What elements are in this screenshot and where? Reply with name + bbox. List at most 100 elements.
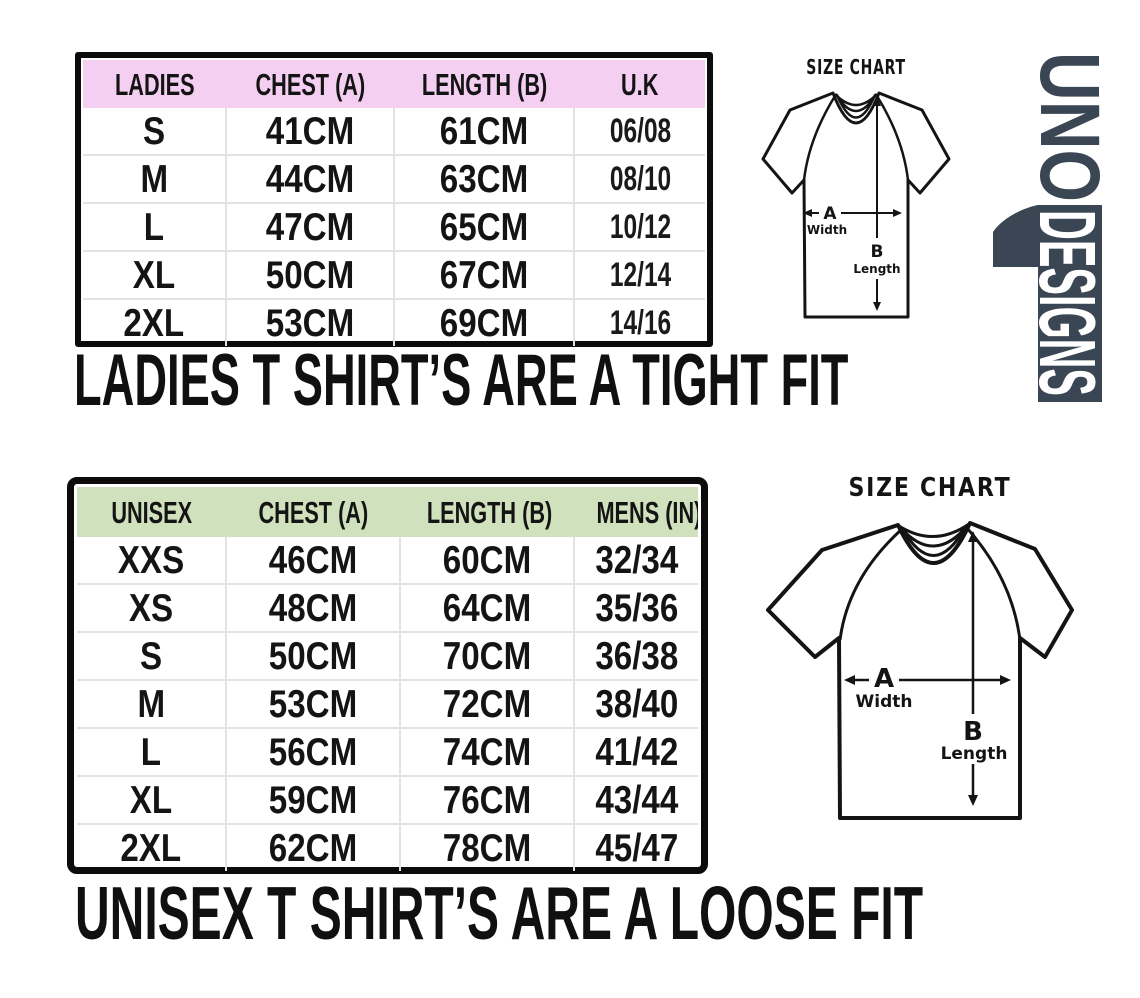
length-letter-label: B bbox=[871, 242, 884, 262]
table-row: XS 48CM 64CM 35/36 bbox=[77, 583, 698, 632]
size-value: XXS bbox=[117, 538, 185, 582]
size-value: M bbox=[137, 682, 165, 726]
mens-size-value: 32/34 bbox=[594, 538, 678, 582]
width-arrowhead-right bbox=[893, 209, 902, 217]
table-row: 2XL 62CM 78CM 45/47 bbox=[77, 823, 698, 871]
mens-size-value: 45/47 bbox=[594, 826, 678, 870]
chest-value: 46CM bbox=[268, 538, 358, 582]
table-row: S 50CM 70CM 36/38 bbox=[77, 631, 698, 680]
ladies-header-row: LADIES CHEST (A) LENGTH (B) U.K bbox=[83, 60, 705, 108]
tshirt-outline bbox=[761, 91, 951, 319]
uk-size-value: 12/14 bbox=[609, 256, 671, 294]
size-value: 2XL bbox=[120, 826, 182, 870]
ladies-size-table: LADIES CHEST (A) LENGTH (B) U.K S 41CM 6… bbox=[75, 52, 713, 347]
unisex-fit-caption: UNISEX T SHIRT’S ARE A LOOSE FIT bbox=[75, 876, 1140, 951]
size-chart-title-top: SIZE CHART bbox=[785, 57, 927, 77]
chest-value: 50CM bbox=[268, 634, 358, 678]
length-value: 76CM bbox=[442, 778, 532, 822]
column-header-length: LENGTH (B) bbox=[426, 494, 553, 530]
uk-size-value: 08/10 bbox=[609, 160, 671, 198]
length-arrowhead-top bbox=[968, 531, 978, 542]
ladies-fit-caption-text: LADIES T SHIRT’S ARE A TIGHT FIT bbox=[74, 340, 849, 421]
column-header-chest: CHEST (A) bbox=[258, 494, 368, 530]
ladies-tshirt-diagram: A Width B Length bbox=[761, 91, 951, 319]
width-arrowhead-right bbox=[1000, 675, 1011, 685]
width-letter-label: A bbox=[823, 204, 837, 224]
unisex-size-table: UNISEX CHEST (A) LENGTH (B) MENS (IN) XX… bbox=[67, 477, 708, 874]
mens-size-value: 43/44 bbox=[594, 778, 678, 822]
length-value: 67CM bbox=[439, 253, 529, 297]
length-value: 61CM bbox=[439, 109, 529, 153]
tshirt-outline bbox=[766, 521, 1074, 820]
chest-value: 53CM bbox=[268, 682, 358, 726]
length-value: 60CM bbox=[442, 538, 532, 582]
length-letter-label: B bbox=[963, 717, 983, 747]
length-value: 64CM bbox=[442, 586, 532, 630]
uk-size-value: 06/08 bbox=[609, 112, 671, 150]
size-value: S bbox=[142, 109, 166, 153]
size-value: M bbox=[140, 157, 168, 201]
numeral-one-shape bbox=[993, 205, 1102, 402]
table-row: S 41CM 61CM 06/08 bbox=[83, 108, 705, 155]
width-letter-label: A bbox=[874, 664, 894, 694]
mens-size-value: 41/42 bbox=[594, 730, 678, 774]
table-row: M 53CM 72CM 38/40 bbox=[77, 679, 698, 728]
width-arrowhead-left bbox=[803, 209, 812, 217]
column-header-uk: U.K bbox=[620, 66, 659, 102]
size-value: L bbox=[140, 730, 162, 774]
width-word-label: Width bbox=[856, 692, 913, 712]
table-row: XL 59CM 76CM 43/44 bbox=[77, 775, 698, 824]
size-value: XS bbox=[128, 586, 174, 630]
length-value: 78CM bbox=[442, 826, 532, 870]
size-chart-title-bottom-text: SIZE CHART bbox=[848, 473, 1012, 503]
chest-value: 50CM bbox=[265, 253, 355, 297]
shoulder-seam-lines bbox=[802, 95, 910, 181]
table-row: L 47CM 65CM 10/12 bbox=[83, 202, 705, 251]
length-value: 69CM bbox=[439, 301, 529, 345]
table-row: 2XL 53CM 69CM 14/16 bbox=[83, 298, 705, 346]
table-row: XL 50CM 67CM 12/14 bbox=[83, 250, 705, 299]
uk-size-value: 10/12 bbox=[609, 208, 671, 246]
size-chart-title-bottom: SIZE CHART bbox=[834, 475, 1026, 501]
length-value: 65CM bbox=[439, 205, 529, 249]
length-word-label: Length bbox=[941, 744, 1008, 764]
unisex-fit-caption-text: UNISEX T SHIRT’S ARE A LOOSE FIT bbox=[75, 871, 924, 955]
unisex-tshirt-diagram: A Width B Length bbox=[766, 521, 1074, 820]
chest-value: 53CM bbox=[265, 301, 355, 345]
chest-value: 62CM bbox=[268, 826, 358, 870]
mens-size-value: 35/36 bbox=[594, 586, 678, 630]
table-row: L 56CM 74CM 41/42 bbox=[77, 727, 698, 776]
length-arrowhead-bottom bbox=[968, 795, 978, 806]
size-chart-title-top-text: SIZE CHART bbox=[806, 55, 906, 79]
column-header-mens: MENS (IN) bbox=[596, 494, 698, 530]
size-value: 2XL bbox=[123, 301, 185, 345]
length-value: 74CM bbox=[442, 730, 532, 774]
chest-value: 59CM bbox=[268, 778, 358, 822]
column-header-unisex: UNISEX bbox=[111, 494, 192, 530]
length-value: 72CM bbox=[442, 682, 532, 726]
length-value: 70CM bbox=[442, 634, 532, 678]
size-value: XL bbox=[132, 253, 176, 297]
length-arrowhead-top bbox=[873, 97, 881, 106]
column-header-ladies: LADIES bbox=[114, 66, 195, 102]
size-value: XL bbox=[129, 778, 173, 822]
width-word-label: Width bbox=[807, 223, 847, 237]
uk-size-value: 14/16 bbox=[609, 304, 671, 342]
chest-value: 44CM bbox=[265, 157, 355, 201]
length-arrowhead-bottom bbox=[873, 302, 881, 311]
column-header-length: LENGTH (B) bbox=[421, 66, 547, 102]
size-value: L bbox=[143, 205, 165, 249]
column-header-chest: CHEST (A) bbox=[255, 66, 365, 102]
chest-value: 48CM bbox=[268, 586, 358, 630]
table-row: M 44CM 63CM 08/10 bbox=[83, 154, 705, 203]
unodesigns-logo: UNO DESIGNS bbox=[993, 52, 1105, 402]
collar-rib-lines bbox=[898, 522, 970, 557]
chest-value: 41CM bbox=[265, 109, 355, 153]
length-value: 63CM bbox=[439, 157, 529, 201]
unisex-header-row: UNISEX CHEST (A) LENGTH (B) MENS (IN) bbox=[77, 487, 698, 537]
size-value: S bbox=[139, 634, 163, 678]
mens-size-value: 36/38 bbox=[594, 634, 678, 678]
table-row: XXS 46CM 60CM 32/34 bbox=[77, 537, 698, 584]
length-word-label: Length bbox=[853, 262, 900, 276]
